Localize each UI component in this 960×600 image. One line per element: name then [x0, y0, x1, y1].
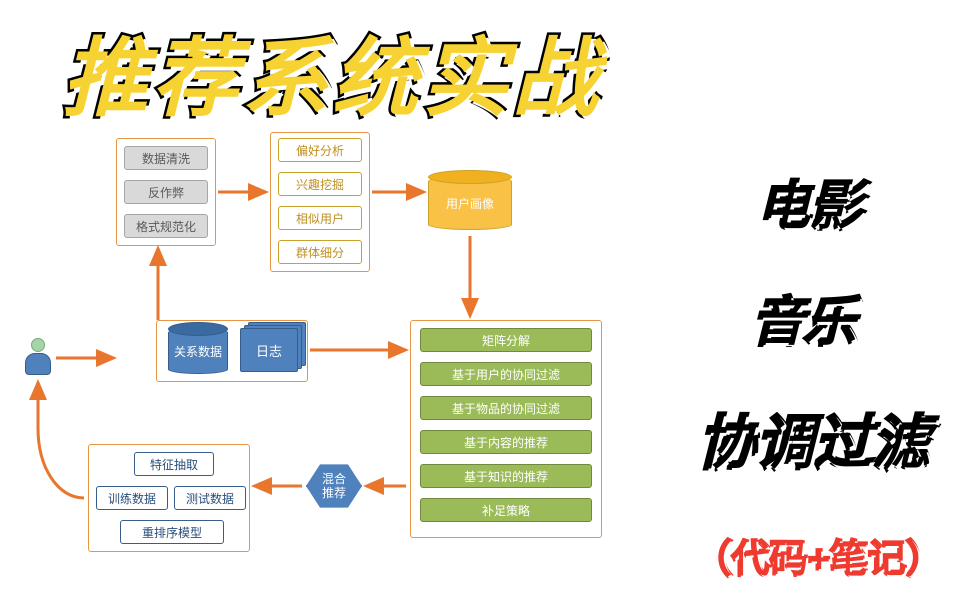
node-preference: 偏好分析 [278, 138, 362, 162]
main-title: 推荐系统实战 [62, 8, 602, 133]
node-supplement: 补足策略 [420, 498, 592, 522]
user-icon [24, 338, 52, 378]
side-text-filter: 协调过滤 [698, 396, 930, 480]
node-content-rec: 基于内容的推荐 [420, 430, 592, 454]
node-similar-user: 相似用户 [278, 206, 362, 230]
node-hybrid: 混合 推荐 [306, 462, 362, 510]
node-matrix-factor: 矩阵分解 [420, 328, 592, 352]
node-segment: 群体细分 [278, 240, 362, 264]
node-anti-cheat: 反作弊 [124, 180, 208, 204]
node-train-data: 训练数据 [96, 486, 168, 510]
node-data-clean: 数据清洗 [124, 146, 208, 170]
side-text-note: （代码+笔记） [694, 528, 944, 583]
node-item-cf: 基于物品的协同过滤 [420, 396, 592, 420]
node-user-cf: 基于用户的协同过滤 [420, 362, 592, 386]
node-format: 格式规范化 [124, 214, 208, 238]
side-text-movie: 电影 [758, 164, 862, 239]
node-interest: 兴趣挖掘 [278, 172, 362, 196]
node-rerank: 重排序模型 [120, 520, 224, 544]
flowchart: 数据清洗 反作弊 格式规范化 偏好分析 兴趣挖掘 相似用户 群体细分 用户画像 … [8, 128, 708, 588]
node-knowledge-rec: 基于知识的推荐 [420, 464, 592, 488]
node-user-profile: 用户画像 [428, 176, 512, 230]
node-relation-data: 关系数据 [168, 328, 228, 374]
node-logs: 日志 [240, 328, 298, 372]
side-text-music: 音乐 [752, 280, 856, 355]
node-test-data: 测试数据 [174, 486, 246, 510]
node-feature: 特征抽取 [134, 452, 214, 476]
